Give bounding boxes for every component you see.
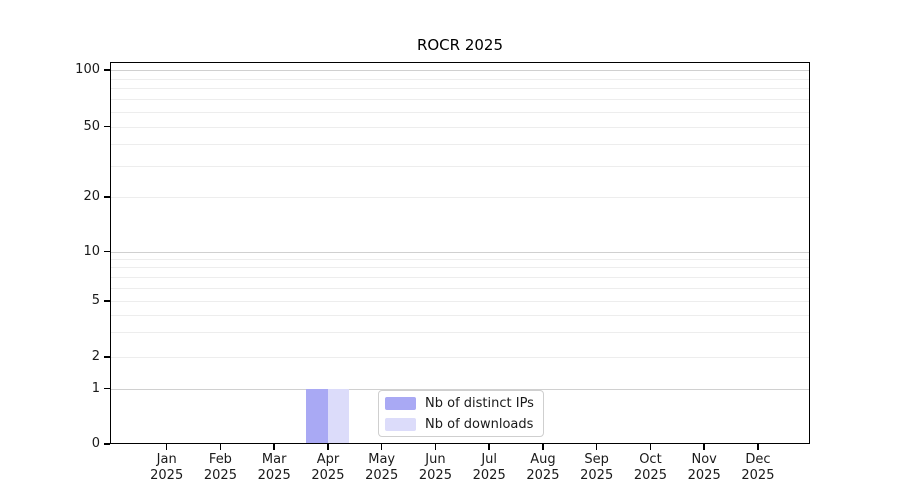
- gridline-y-80: [110, 88, 810, 90]
- x-tick-label-mar: Mar 2025: [257, 452, 291, 483]
- x-tick-jun: [434, 444, 437, 450]
- x-tick-sep: [595, 444, 598, 450]
- legend-row-distinct-ips: Nb of distinct IPs: [385, 395, 543, 412]
- gridline-y-100: [110, 70, 810, 71]
- gridline-y-30: [110, 165, 810, 167]
- x-tick-mar: [273, 444, 275, 450]
- x-tick-label-apr: Apr 2025: [311, 452, 345, 483]
- gridline-y-10: [110, 251, 810, 253]
- x-tick-label-jan: Jan 2025: [150, 452, 184, 483]
- gridline-y-50: [110, 126, 810, 128]
- y-tick-0: [104, 443, 110, 445]
- x-tick-oct: [649, 444, 652, 450]
- gridline-y-6: [110, 287, 810, 289]
- gridline-y-7: [110, 276, 810, 278]
- x-tick-apr: [327, 444, 329, 450]
- gridline-y-5: [110, 301, 810, 302]
- y-tick-2: [104, 356, 110, 358]
- x-tick-label-aug: Aug 2025: [526, 452, 560, 483]
- legend-swatch-downloads: [385, 417, 416, 431]
- chart-title: ROCR 2025: [416, 36, 504, 54]
- x-tick-label-nov: Nov 2025: [687, 452, 721, 483]
- gridline-y-4: [110, 314, 810, 316]
- y-tick-10: [104, 250, 110, 253]
- legend-swatch-distinct-ips: [385, 396, 416, 410]
- y-tick-label-1: 1: [91, 380, 100, 396]
- bar-apr-distinct-ips: [306, 388, 328, 444]
- x-tick-dec: [757, 444, 759, 450]
- gridline-y-2: [110, 357, 810, 358]
- gridline-y-40: [110, 143, 810, 145]
- x-tick-label-dec: Dec 2025: [741, 452, 775, 483]
- y-tick-5: [104, 300, 110, 302]
- y-tick-label-5: 5: [91, 293, 100, 308]
- legend-label-distinct-ips: Nb of distinct IPs: [425, 395, 534, 411]
- x-tick-nov: [703, 444, 705, 450]
- x-tick-may: [380, 444, 383, 450]
- bar-apr-downloads: [327, 388, 350, 444]
- legend-row-downloads: Nb of downloads: [385, 416, 543, 433]
- gridline-y-1: [110, 388, 810, 390]
- legend-label-downloads: Nb of downloads: [425, 416, 534, 432]
- x-tick-label-oct: Oct 2025: [633, 452, 667, 483]
- legend: Nb of distinct IPs Nb of downloads: [378, 390, 544, 437]
- x-tick-jan: [165, 444, 168, 450]
- x-tick-label-may: May 2025: [365, 452, 399, 483]
- gridline-y-20: [110, 197, 810, 198]
- x-tick-label-feb: Feb 2025: [203, 452, 237, 483]
- y-tick-label-20: 20: [83, 189, 100, 204]
- x-tick-label-jul: Jul 2025: [472, 452, 506, 483]
- y-tick-20: [104, 196, 110, 198]
- x-tick-label-jun: Jun 2025: [418, 452, 452, 483]
- plot-area: [110, 62, 810, 444]
- gridline-y-70: [110, 99, 810, 101]
- y-tick-1: [104, 387, 110, 390]
- x-tick-jul: [488, 444, 490, 450]
- x-tick-feb: [219, 444, 222, 450]
- gridline-y-90: [110, 78, 810, 80]
- y-tick-label-10: 10: [83, 243, 100, 259]
- y-tick-50: [104, 125, 110, 128]
- y-tick-label-100: 100: [75, 62, 100, 77]
- y-tick-label-2: 2: [91, 349, 100, 364]
- gridline-y-3: [110, 332, 810, 334]
- gridline-y-60: [110, 111, 810, 113]
- y-tick-label-0: 0: [91, 436, 100, 451]
- x-tick-aug: [542, 444, 544, 450]
- x-tick-label-sep: Sep 2025: [580, 452, 614, 483]
- gridline-y-8: [110, 267, 810, 269]
- y-tick-label-50: 50: [83, 118, 100, 134]
- gridline-y-9: [110, 259, 810, 261]
- y-tick-100: [104, 69, 110, 71]
